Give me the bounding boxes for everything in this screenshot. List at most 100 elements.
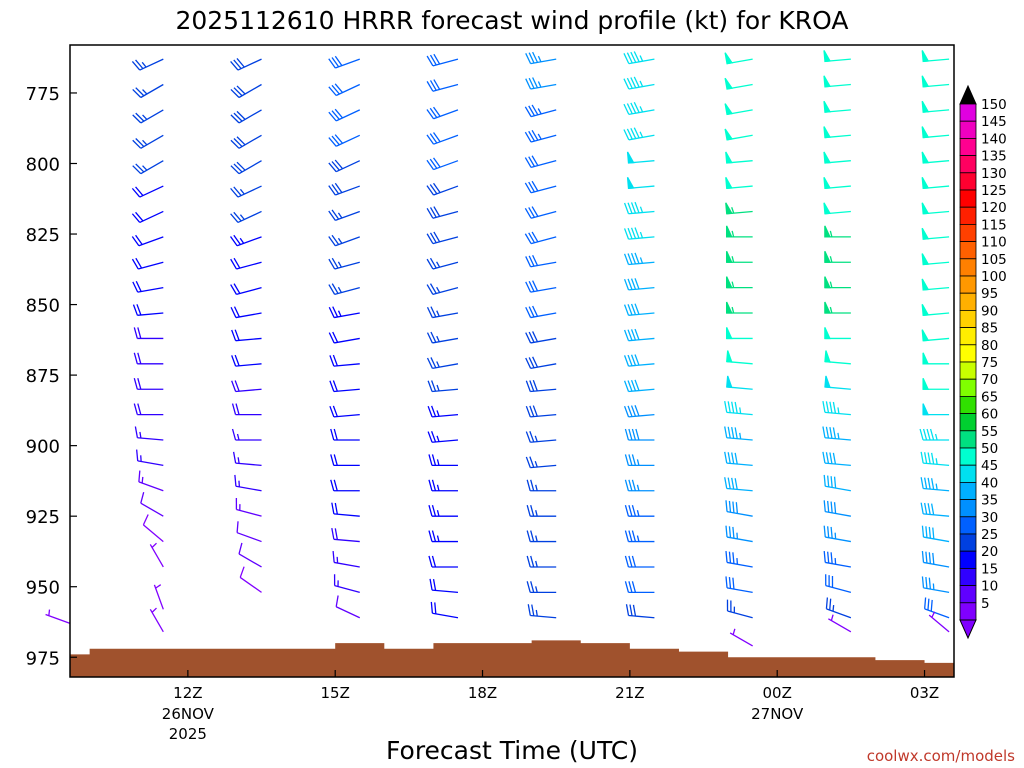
barb-full xyxy=(528,156,536,167)
barb-full xyxy=(140,491,145,504)
barb-staff xyxy=(335,185,360,196)
barb-full xyxy=(136,304,142,316)
barb-flag xyxy=(824,375,831,389)
barb-full xyxy=(627,202,633,214)
barb-full xyxy=(532,331,539,343)
colorbar-top-arrow xyxy=(959,84,977,105)
barb-full xyxy=(426,159,435,170)
barb-flag xyxy=(725,151,733,164)
barb-full xyxy=(731,477,735,490)
wind-barb xyxy=(131,234,164,247)
barb-flag xyxy=(922,352,930,365)
barb-full xyxy=(727,426,731,439)
barb-half xyxy=(142,139,148,146)
barb-full xyxy=(525,380,531,392)
barb-half xyxy=(535,560,538,568)
barb-half xyxy=(141,61,147,68)
barb-full xyxy=(135,280,142,292)
barb-flag xyxy=(824,225,831,238)
wind-barb xyxy=(333,574,360,593)
barb-full xyxy=(131,258,139,270)
wind-barb xyxy=(921,329,950,342)
barb-staff xyxy=(828,618,852,633)
barb-flag xyxy=(823,177,832,190)
barb-full xyxy=(635,428,640,441)
barb-full xyxy=(332,405,338,417)
barb-full xyxy=(530,530,535,542)
barb-staff xyxy=(923,561,950,568)
wind-barb xyxy=(131,185,164,198)
barb-full xyxy=(634,405,640,417)
barb-full xyxy=(732,552,735,564)
barb-staff xyxy=(825,485,851,492)
barb-full xyxy=(525,78,532,90)
barb-full xyxy=(623,78,630,90)
barb-flag xyxy=(824,327,831,340)
barb-staff xyxy=(628,614,655,619)
barb-full xyxy=(830,476,833,488)
wind-barb xyxy=(133,378,164,390)
barb-full xyxy=(725,551,728,563)
barb-full xyxy=(634,303,640,315)
barb-flag xyxy=(823,50,832,63)
wind-barb xyxy=(231,403,262,416)
barb-full xyxy=(927,477,931,490)
barb-full xyxy=(921,525,925,538)
barb-full xyxy=(630,303,637,315)
barb-staff xyxy=(923,462,950,467)
wind-barb xyxy=(623,76,655,90)
wind-barb xyxy=(525,356,557,369)
barb-flag xyxy=(921,202,930,215)
wind-barb xyxy=(328,283,360,296)
wind-barb xyxy=(133,327,164,340)
barb-full xyxy=(429,107,438,118)
wind-barb xyxy=(239,566,262,593)
wind-barb xyxy=(824,301,851,314)
barb-full xyxy=(333,454,338,466)
colorbar-swatch xyxy=(959,206,977,225)
barb-full xyxy=(623,304,630,316)
wind-barb xyxy=(132,280,164,293)
barb-staff xyxy=(923,487,950,492)
colorbar-swatch xyxy=(959,533,977,552)
barb-flag xyxy=(726,350,733,363)
colorbar-swatch xyxy=(959,327,977,346)
barb-half xyxy=(829,230,833,238)
barb-half xyxy=(535,535,538,542)
barb-full xyxy=(328,332,335,344)
barb-flag xyxy=(626,177,635,190)
barb-full xyxy=(434,602,437,614)
barb-full xyxy=(925,577,928,589)
colorbar-label: 130 xyxy=(981,166,1007,182)
barb-full xyxy=(426,306,433,318)
barb-full xyxy=(627,304,633,316)
barb-flag xyxy=(922,403,930,416)
terrain-area xyxy=(70,640,954,677)
barb-full xyxy=(236,521,239,533)
wind-barb xyxy=(725,151,753,164)
colorbar: 1501451401351301251201151101051009590858… xyxy=(959,84,1007,640)
barb-full xyxy=(528,331,535,343)
barb-staff xyxy=(433,160,459,171)
barb-staff xyxy=(432,337,459,344)
barb-full xyxy=(429,283,437,294)
barb-full xyxy=(330,428,335,441)
colorbar-label: 90 xyxy=(981,303,998,319)
wind-barb xyxy=(624,479,655,492)
barb-staff xyxy=(237,58,262,71)
barb-staff xyxy=(432,261,459,270)
barb-full xyxy=(631,428,637,441)
colorbar-label: 120 xyxy=(981,200,1007,216)
barb-full xyxy=(430,331,437,343)
wind-barb xyxy=(724,128,753,141)
wind-barb xyxy=(921,551,950,568)
barb-full xyxy=(924,477,928,489)
barb-half xyxy=(142,89,148,95)
barb-full xyxy=(525,332,532,344)
barb-full xyxy=(924,502,928,515)
barb-full xyxy=(334,159,344,170)
wind-barb xyxy=(230,83,262,99)
barb-staff xyxy=(238,553,262,568)
barb-half xyxy=(837,432,840,440)
